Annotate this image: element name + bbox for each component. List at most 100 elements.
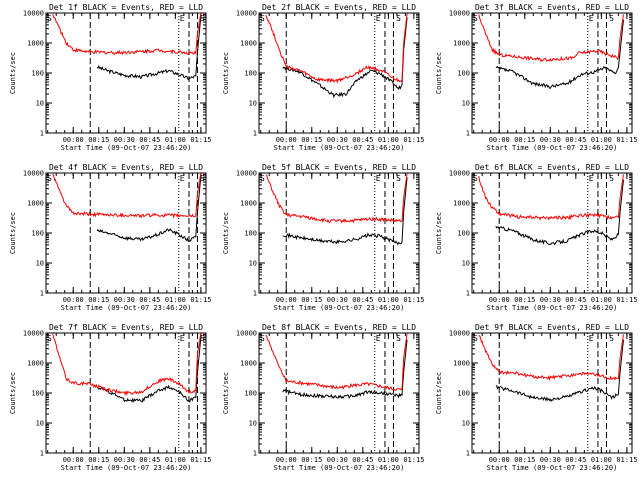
x-tick-label: 01:15 <box>616 296 637 304</box>
marker-e: E <box>376 334 381 343</box>
marker-s: S <box>200 334 205 343</box>
x-tick-label: 00:15 <box>514 136 535 144</box>
marker-s: S <box>260 174 265 183</box>
marker-s: S <box>473 174 478 183</box>
marker-s: S <box>260 334 265 343</box>
marker-s: S <box>396 174 401 183</box>
y-tick-label: 100 <box>244 70 257 78</box>
y-axis-label: Counts/sec <box>222 372 230 414</box>
series-lld-line <box>265 173 408 224</box>
plot-frame <box>471 332 633 454</box>
series-events-line <box>282 339 408 400</box>
panel-det-3: Det 3f BLACK = Events, RED = LLD 1 10 100 10… <box>435 3 637 152</box>
marker-s: S <box>396 14 401 23</box>
panel-det-6: Det 6f BLACK = Events, RED = LLD 1 10 100 10… <box>435 163 637 312</box>
marker-s: S <box>200 14 205 23</box>
y-axis-label: Counts/sec <box>435 212 443 254</box>
y-tick-label: 1 <box>466 290 470 298</box>
y-axis-label: Counts/sec <box>9 52 17 94</box>
x-tick-label: 00:00 <box>489 136 510 144</box>
x-tick-label: 01:00 <box>591 136 612 144</box>
y-tick-label: 1000 <box>27 40 44 48</box>
x-axis-label: Start Time (09-Oct-07 23:46:20) <box>274 144 405 152</box>
panel-title: Det 9f BLACK = Events, RED = LLD <box>475 323 629 332</box>
y-axis-label: Counts/sec <box>222 212 230 254</box>
panel-title: Det 7f BLACK = Events, RED = LLD <box>49 323 203 332</box>
series-lld-line <box>52 173 202 219</box>
y-tick-label: 1 <box>40 290 44 298</box>
x-axis-label: Start Time (09-Oct-07 23:46:20) <box>487 304 618 312</box>
series-events-line <box>96 175 202 242</box>
panel-title: Det 4f BLACK = Events, RED = LLD <box>49 163 203 172</box>
y-tick-label: 1000 <box>240 360 257 368</box>
x-tick-label: 01:15 <box>190 136 211 144</box>
panel-det-8: Det 8f BLACK = Events, RED = LLD 1 10 100 10… <box>222 323 424 472</box>
plot-frame <box>258 332 420 454</box>
marker-s: S <box>47 174 52 183</box>
series-events-line <box>97 337 202 404</box>
y-tick-label: 1 <box>466 130 470 138</box>
plot-frame <box>45 172 207 294</box>
y-tick-label: 100 <box>31 390 44 398</box>
plot-frame <box>471 12 633 134</box>
marker-s: S <box>473 14 478 23</box>
y-tick-label: 10000 <box>23 170 44 178</box>
x-tick-label: 01:15 <box>403 296 424 304</box>
marker-e: E <box>589 174 594 183</box>
y-tick-label: 1000 <box>240 40 257 48</box>
x-tick-label: 00:30 <box>327 296 348 304</box>
x-tick-label: 00:45 <box>565 136 586 144</box>
y-tick-label: 100 <box>31 230 44 238</box>
plot-frame <box>45 12 207 134</box>
series-events-line <box>96 15 202 81</box>
marker-s: S <box>200 174 205 183</box>
y-tick-label: 100 <box>457 230 470 238</box>
y-tick-label: 10 <box>249 100 257 108</box>
y-tick-label: 10000 <box>23 10 44 18</box>
series-events-line <box>282 17 408 99</box>
y-tick-label: 1000 <box>453 40 470 48</box>
y-tick-label: 10 <box>462 260 470 268</box>
x-tick-label: 00:15 <box>301 296 322 304</box>
panel-det-1: Det 1f BLACK = Events, RED = LLD 1 10 100 10… <box>9 3 211 152</box>
series-lld-line <box>478 174 624 221</box>
x-axis-label: Start Time (09-Oct-07 23:46:20) <box>487 464 618 472</box>
x-tick-label: 01:15 <box>616 136 637 144</box>
series-lld-line <box>52 333 202 397</box>
y-tick-label: 100 <box>457 390 470 398</box>
series-lld-line <box>478 14 624 63</box>
x-axis-label: Start Time (09-Oct-07 23:46:20) <box>61 304 192 312</box>
x-tick-label: 00:00 <box>276 136 297 144</box>
marker-e: E <box>589 334 594 343</box>
y-tick-label: 10000 <box>449 10 470 18</box>
marker-s: S <box>260 14 265 23</box>
x-tick-label: 00:15 <box>514 456 535 464</box>
x-tick-label: 00:15 <box>301 136 322 144</box>
x-tick-label: 00:45 <box>565 456 586 464</box>
plot-frame <box>471 172 633 294</box>
panel-det-7: Det 7f BLACK = Events, RED = LLD 1 10 100 10… <box>9 323 211 472</box>
x-tick-label: 01:15 <box>190 296 211 304</box>
y-tick-label: 1000 <box>453 200 470 208</box>
x-tick-label: 00:00 <box>489 296 510 304</box>
panel-det-4: Det 4f BLACK = Events, RED = LLD 1 10 100 10… <box>9 163 211 312</box>
series-events-line <box>282 177 408 246</box>
x-axis-label: Start Time (09-Oct-07 23:46:20) <box>61 464 192 472</box>
y-tick-label: 1 <box>40 130 44 138</box>
plot-frame <box>258 12 420 134</box>
x-tick-label: 01:15 <box>190 456 211 464</box>
y-tick-label: 10000 <box>236 10 257 18</box>
y-tick-label: 10000 <box>449 330 470 338</box>
series-events-line <box>495 19 624 89</box>
panel-det-9: Det 9f BLACK = Events, RED = LLD 1 10 100 10… <box>435 323 637 472</box>
panel-det-2: Det 2f BLACK = Events, RED = LLD 1 10 100 10… <box>222 3 424 152</box>
y-tick-label: 10 <box>462 100 470 108</box>
x-tick-label: 00:30 <box>114 456 135 464</box>
x-tick-label: 00:30 <box>327 136 348 144</box>
series-lld-line <box>478 334 624 382</box>
x-tick-label: 01:00 <box>378 296 399 304</box>
y-tick-label: 10 <box>36 260 44 268</box>
x-axis-label: Start Time (09-Oct-07 23:46:20) <box>274 304 405 312</box>
